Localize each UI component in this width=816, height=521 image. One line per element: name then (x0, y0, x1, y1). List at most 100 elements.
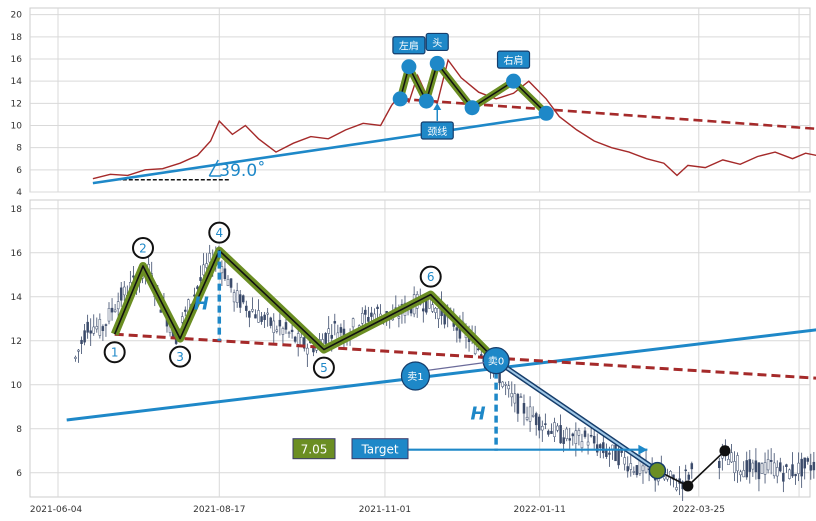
candle-body-209 (736, 455, 739, 472)
candle-body-170 (592, 435, 596, 444)
candle-body-3 (83, 330, 86, 343)
lower-point-label-4: 5 (320, 361, 328, 375)
candle-body-178 (617, 449, 620, 466)
candle-body-106 (397, 316, 401, 319)
candle-body-2 (80, 339, 83, 344)
candle-body-181 (626, 466, 629, 472)
lower-ytick-0: 6 (16, 469, 22, 479)
candle-body-7 (95, 326, 99, 330)
candle-body-220 (769, 460, 773, 462)
lower-measure-label-1: H (471, 404, 486, 425)
candle-body-226 (788, 469, 791, 479)
candle-body-157 (553, 422, 556, 437)
lower-xtick-4: 2022-03-25 (673, 505, 725, 515)
upper-label-right-shoulder: 右肩 (504, 54, 524, 67)
candle-body-117 (431, 304, 434, 312)
upper-angle-label: 39.0˚ (219, 160, 265, 181)
lower-xtick-2: 2021-11-01 (359, 505, 411, 515)
lower-sell1-label: 卖1 (407, 371, 423, 383)
candle-body-159 (559, 425, 562, 444)
candle-body-143 (510, 393, 514, 398)
candle-body-212 (745, 460, 748, 478)
candle-body-96 (367, 316, 370, 322)
lower-ytick-1: 8 (16, 425, 22, 435)
candle-body-53 (235, 290, 239, 303)
candle-body-233 (809, 465, 813, 471)
upper-ytick-7: 18 (11, 33, 23, 43)
candle-body-232 (806, 458, 810, 462)
candle-body-19 (132, 275, 135, 278)
candle-body-145 (516, 393, 520, 414)
candle-body-218 (763, 462, 767, 475)
lower-after-point-0 (682, 480, 694, 492)
lower-frame (29, 199, 811, 498)
candle-body-61 (260, 316, 263, 322)
candle-body-213 (748, 459, 752, 472)
candle-body-52 (232, 292, 236, 303)
upper-ytick-1: 6 (16, 166, 22, 176)
candle-body-168 (586, 441, 590, 446)
candle-body-227 (791, 464, 794, 477)
upper-pattern-point-5 (506, 73, 522, 89)
lower-point-circle-4 (312, 356, 335, 379)
lower-point-circle-6 (482, 346, 510, 375)
candle-body-184 (635, 465, 639, 476)
candle-body-206 (727, 458, 730, 465)
candle-body-56 (245, 305, 248, 311)
lower-point-circle-5 (419, 265, 442, 288)
upper-label-head-box (425, 32, 449, 52)
candle-body-158 (556, 425, 559, 431)
candle-body-132 (476, 348, 480, 351)
candle-body-171 (595, 444, 599, 453)
candle-body-201 (687, 474, 691, 480)
candle-body-84 (330, 334, 334, 339)
candle-body-62 (263, 314, 266, 320)
lower-point-label-5: 6 (427, 270, 435, 284)
candle-body-207 (730, 452, 733, 463)
candle-body-95 (364, 309, 367, 315)
candle-body-202 (690, 463, 694, 470)
candle-body-228 (794, 473, 797, 477)
candle-body-144 (513, 393, 517, 404)
upper-pattern-point-1 (401, 59, 417, 75)
candle-body-76 (306, 347, 309, 355)
candle-body-224 (782, 473, 785, 482)
candle-body-167 (583, 430, 587, 437)
candle-body-41 (199, 277, 202, 281)
candle-body-210 (739, 471, 742, 476)
candle-body-162 (568, 438, 572, 441)
upper-angle-icon (208, 159, 222, 177)
candle-body-231 (803, 457, 806, 469)
candle-body-223 (779, 462, 782, 472)
lower-ytick-4: 14 (11, 293, 23, 303)
upper-pattern-point-4 (464, 100, 480, 116)
candle-body-70 (287, 332, 291, 334)
candle-body-148 (525, 416, 529, 420)
candle-body-114 (422, 308, 425, 312)
candle-body-164 (574, 430, 578, 444)
candle-body-36 (184, 309, 187, 312)
candle-body-219 (766, 459, 770, 471)
candle-body-152 (537, 416, 541, 431)
candle-body-15 (119, 287, 123, 301)
candle-body-156 (550, 430, 553, 434)
candle-body-163 (571, 433, 575, 437)
candle-body-50 (226, 279, 230, 287)
candle-body-13 (113, 309, 117, 312)
candle-body-64 (269, 317, 272, 326)
upper-ytick-8: 20 (11, 11, 23, 21)
candle-body-94 (361, 313, 364, 324)
lower-ytick-2: 10 (11, 381, 23, 391)
candle-body-44 (208, 253, 211, 263)
candle-body-66 (275, 329, 279, 332)
candle-body-215 (754, 460, 758, 473)
candle-body-55 (242, 295, 245, 303)
candle-body-35 (180, 316, 184, 323)
candle-body-48 (220, 266, 224, 274)
candle-body-211 (742, 470, 745, 478)
candle-body-141 (504, 384, 507, 386)
upper-label-head: 头 (432, 37, 442, 49)
candle-body-151 (534, 413, 538, 426)
